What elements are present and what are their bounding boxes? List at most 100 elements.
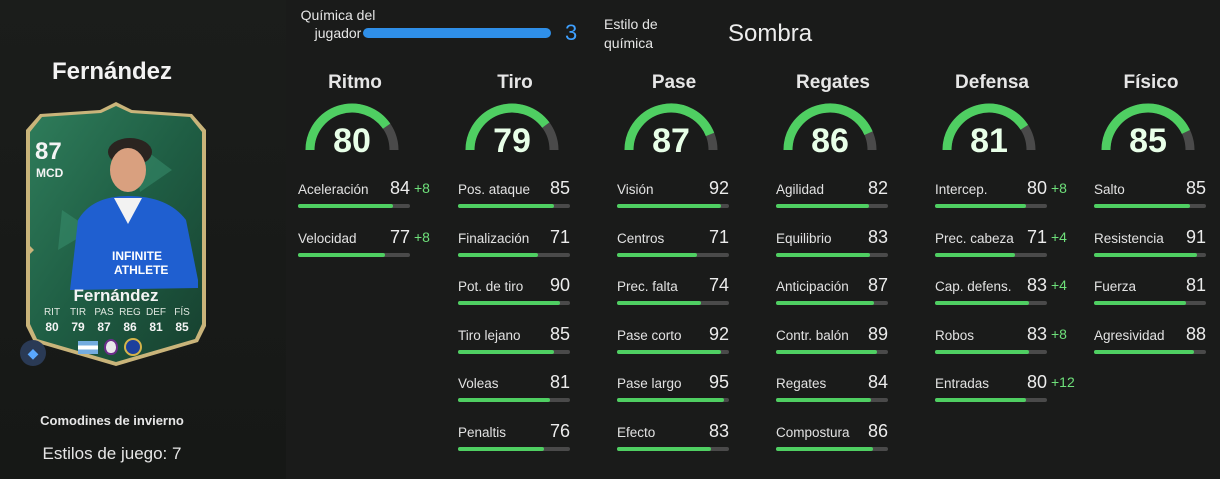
attribute-bar (935, 252, 1047, 257)
attribute-bar-fill (458, 398, 550, 402)
attribute-row[interactable]: Efecto 83 (605, 417, 757, 466)
attribute-row[interactable]: Pase largo 95 (605, 368, 757, 417)
attribute-row[interactable]: Centros 71 (605, 223, 757, 272)
attribute-row[interactable]: Cap. defens. 83 +4 (923, 271, 1075, 320)
attribute-bar-fill (776, 446, 873, 451)
attribute-value: 90 (549, 275, 570, 295)
attribute-row[interactable]: Finalización 71 (446, 223, 598, 272)
attribute-bar (617, 301, 729, 305)
chem-style-value[interactable]: Sombra (728, 20, 813, 47)
card-position: MCD (36, 166, 64, 180)
card-frame: INFINITE ATHLETE (26, 102, 206, 366)
attribute-row[interactable]: Prec. cabeza 71 +4 (923, 223, 1075, 272)
attribute-name: Prec. falta (617, 279, 678, 294)
attribute-name: Tiro lejano (458, 327, 521, 343)
attribute-row[interactable]: Agresividad 88 (1082, 320, 1220, 369)
category-title: Regates (796, 72, 870, 93)
attribute-value: 71 (708, 226, 729, 247)
attribute-row[interactable]: Intercep. 80 +8 (923, 174, 1075, 223)
category-gauge: 80 (286, 96, 438, 174)
attribute-row[interactable]: Penaltis 76 (446, 417, 598, 466)
attribute-bar (458, 349, 570, 354)
attribute-row[interactable]: Tiro lejano 85 (446, 320, 598, 369)
player-card[interactable]: INFINITE ATHLETE 87 MCD Fernández RIT TI… (22, 100, 210, 368)
attribute-row[interactable]: Compostura 86 (764, 417, 916, 466)
attribute-row[interactable]: Contr. balón 89 (764, 320, 916, 369)
attribute-row[interactable]: Visión 92 (605, 174, 757, 223)
attribute-row[interactable]: Anticipación 87 (764, 271, 916, 320)
category-value: 79 (493, 122, 531, 160)
attribute-row[interactable]: Pase corto 92 (605, 320, 757, 369)
attribute-bar (617, 204, 729, 208)
attribute-name: Penaltis (458, 424, 507, 440)
gauge-fill (942, 103, 1029, 151)
attribute-value: 92 (708, 178, 729, 198)
gauge-fill (624, 103, 715, 151)
attribute-name: Pos. ataque (458, 182, 531, 197)
attribute-row[interactable]: Entradas 80 +12 (923, 368, 1075, 417)
attribute-name: Centros (617, 230, 665, 246)
attribute-row[interactable]: Equilibrio 83 (764, 223, 916, 272)
attribute-bar-fill (298, 252, 385, 257)
attribute-row[interactable]: Resistencia 91 (1082, 223, 1220, 272)
attribute-name: Compostura (776, 424, 850, 440)
gauge-fill (305, 103, 391, 151)
attribute-name: Salto (1094, 182, 1125, 197)
attribute-boost: +8 (1051, 180, 1067, 196)
attribute-row[interactable]: Voleas 81 (446, 368, 598, 417)
attribute-name: Contr. balón (776, 327, 849, 343)
attribute-bar (617, 398, 729, 402)
attribute-row[interactable]: Regates 84 (764, 368, 916, 417)
attribute-value: 83 (867, 226, 888, 247)
attribute-boost: +12 (1051, 374, 1075, 390)
attribute-bar-fill (1094, 204, 1190, 208)
attribute-bar-fill (617, 204, 721, 208)
attribute-boost: +4 (1051, 228, 1067, 245)
card-player-name: Fernández (73, 286, 159, 305)
attribute-bar (617, 252, 729, 257)
attribute-bar (1094, 204, 1206, 208)
card-stat-label: RIT (43, 307, 61, 318)
attribute-bar (776, 301, 888, 305)
stat-column-2: Pase 87 Visión 92 Centros 71 Prec. falta 74 Pase… (605, 70, 757, 465)
attribute-row[interactable]: Salto 85 (1082, 174, 1220, 223)
attribute-row[interactable]: Pot. de tiro 90 (446, 271, 598, 320)
gauge-arc (1101, 103, 1195, 151)
gauge-arc (305, 103, 399, 151)
attribute-row[interactable]: Velocidad 77 +8 (286, 223, 438, 272)
attribute-name: Pase corto (617, 327, 682, 343)
gauge-fill (783, 103, 873, 151)
attribute-row[interactable]: Robos 83 +8 (923, 320, 1075, 369)
attribute-bar (458, 252, 570, 257)
attribute-value: 83 (1026, 323, 1047, 344)
attribute-bar-fill (1094, 252, 1197, 257)
attribute-bar (1094, 349, 1206, 354)
attribute-bar (935, 349, 1047, 354)
attribute-value: 80 (1026, 178, 1047, 198)
attribute-name: Pase largo (617, 376, 682, 391)
attribute-value: 84 (867, 372, 888, 392)
attribute-bar-fill (776, 349, 877, 354)
attribute-value: 85 (549, 178, 570, 198)
attribute-bar (776, 398, 888, 402)
card-stat-label: REG (119, 307, 141, 318)
card-stat-value: 87 (97, 320, 111, 334)
attribute-value: 81 (1185, 275, 1206, 295)
category-value: 80 (333, 122, 371, 160)
nation-flag-icon (78, 340, 98, 354)
attribute-row[interactable]: Agilidad 82 (764, 174, 916, 223)
card-stat-value: 80 (45, 320, 59, 334)
card-stat-value: 85 (175, 320, 189, 334)
attribute-bar-fill (776, 398, 871, 402)
stats-panel: Química del jugador 3 Estilo de química … (286, 0, 1220, 479)
attribute-bar-fill (935, 349, 1029, 354)
attribute-bar-fill (1094, 349, 1194, 354)
attribute-row[interactable]: Pos. ataque 85 (446, 174, 598, 223)
attribute-row[interactable]: Prec. falta 74 (605, 271, 757, 320)
attribute-bar (617, 446, 729, 451)
attribute-row[interactable]: Aceleración 84 +8 (286, 174, 438, 223)
attribute-value: 76 (549, 420, 570, 441)
category-gauge: 81 (923, 96, 1075, 174)
attribute-bar-fill (458, 349, 554, 354)
attribute-row[interactable]: Fuerza 81 (1082, 271, 1220, 320)
